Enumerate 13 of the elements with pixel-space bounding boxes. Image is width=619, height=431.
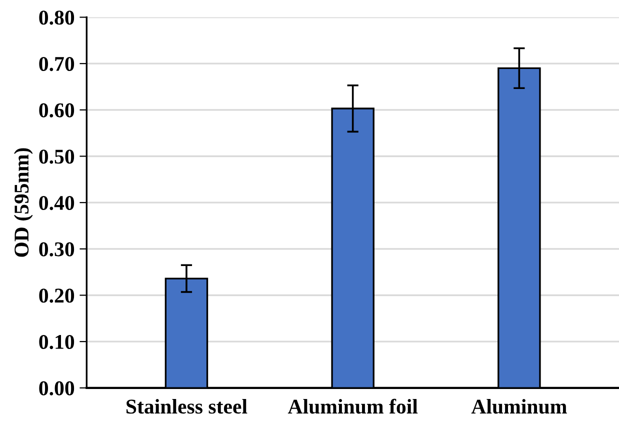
y-tick-label: 0.70 (39, 56, 74, 72)
y-tick-label: 0.80 (39, 10, 74, 25)
y-tick-label: 0.10 (39, 334, 74, 350)
y-tick-label: 0.50 (39, 150, 74, 164)
x-tick-label: Aluminum foil (288, 398, 418, 414)
y-axis-title: OD (595nm) (14, 148, 33, 257)
x-tick-label: Aluminum (471, 399, 567, 414)
x-tick-label: Stainless steel (126, 399, 248, 414)
y-tick-label: 0.20 (39, 288, 74, 303)
y-tick-label: 0.30 (39, 242, 74, 256)
y-tick-label: 0.00 (39, 381, 74, 396)
y-tick-label: 0.60 (39, 103, 74, 118)
y-tick-label: 0.40 (39, 196, 74, 210)
